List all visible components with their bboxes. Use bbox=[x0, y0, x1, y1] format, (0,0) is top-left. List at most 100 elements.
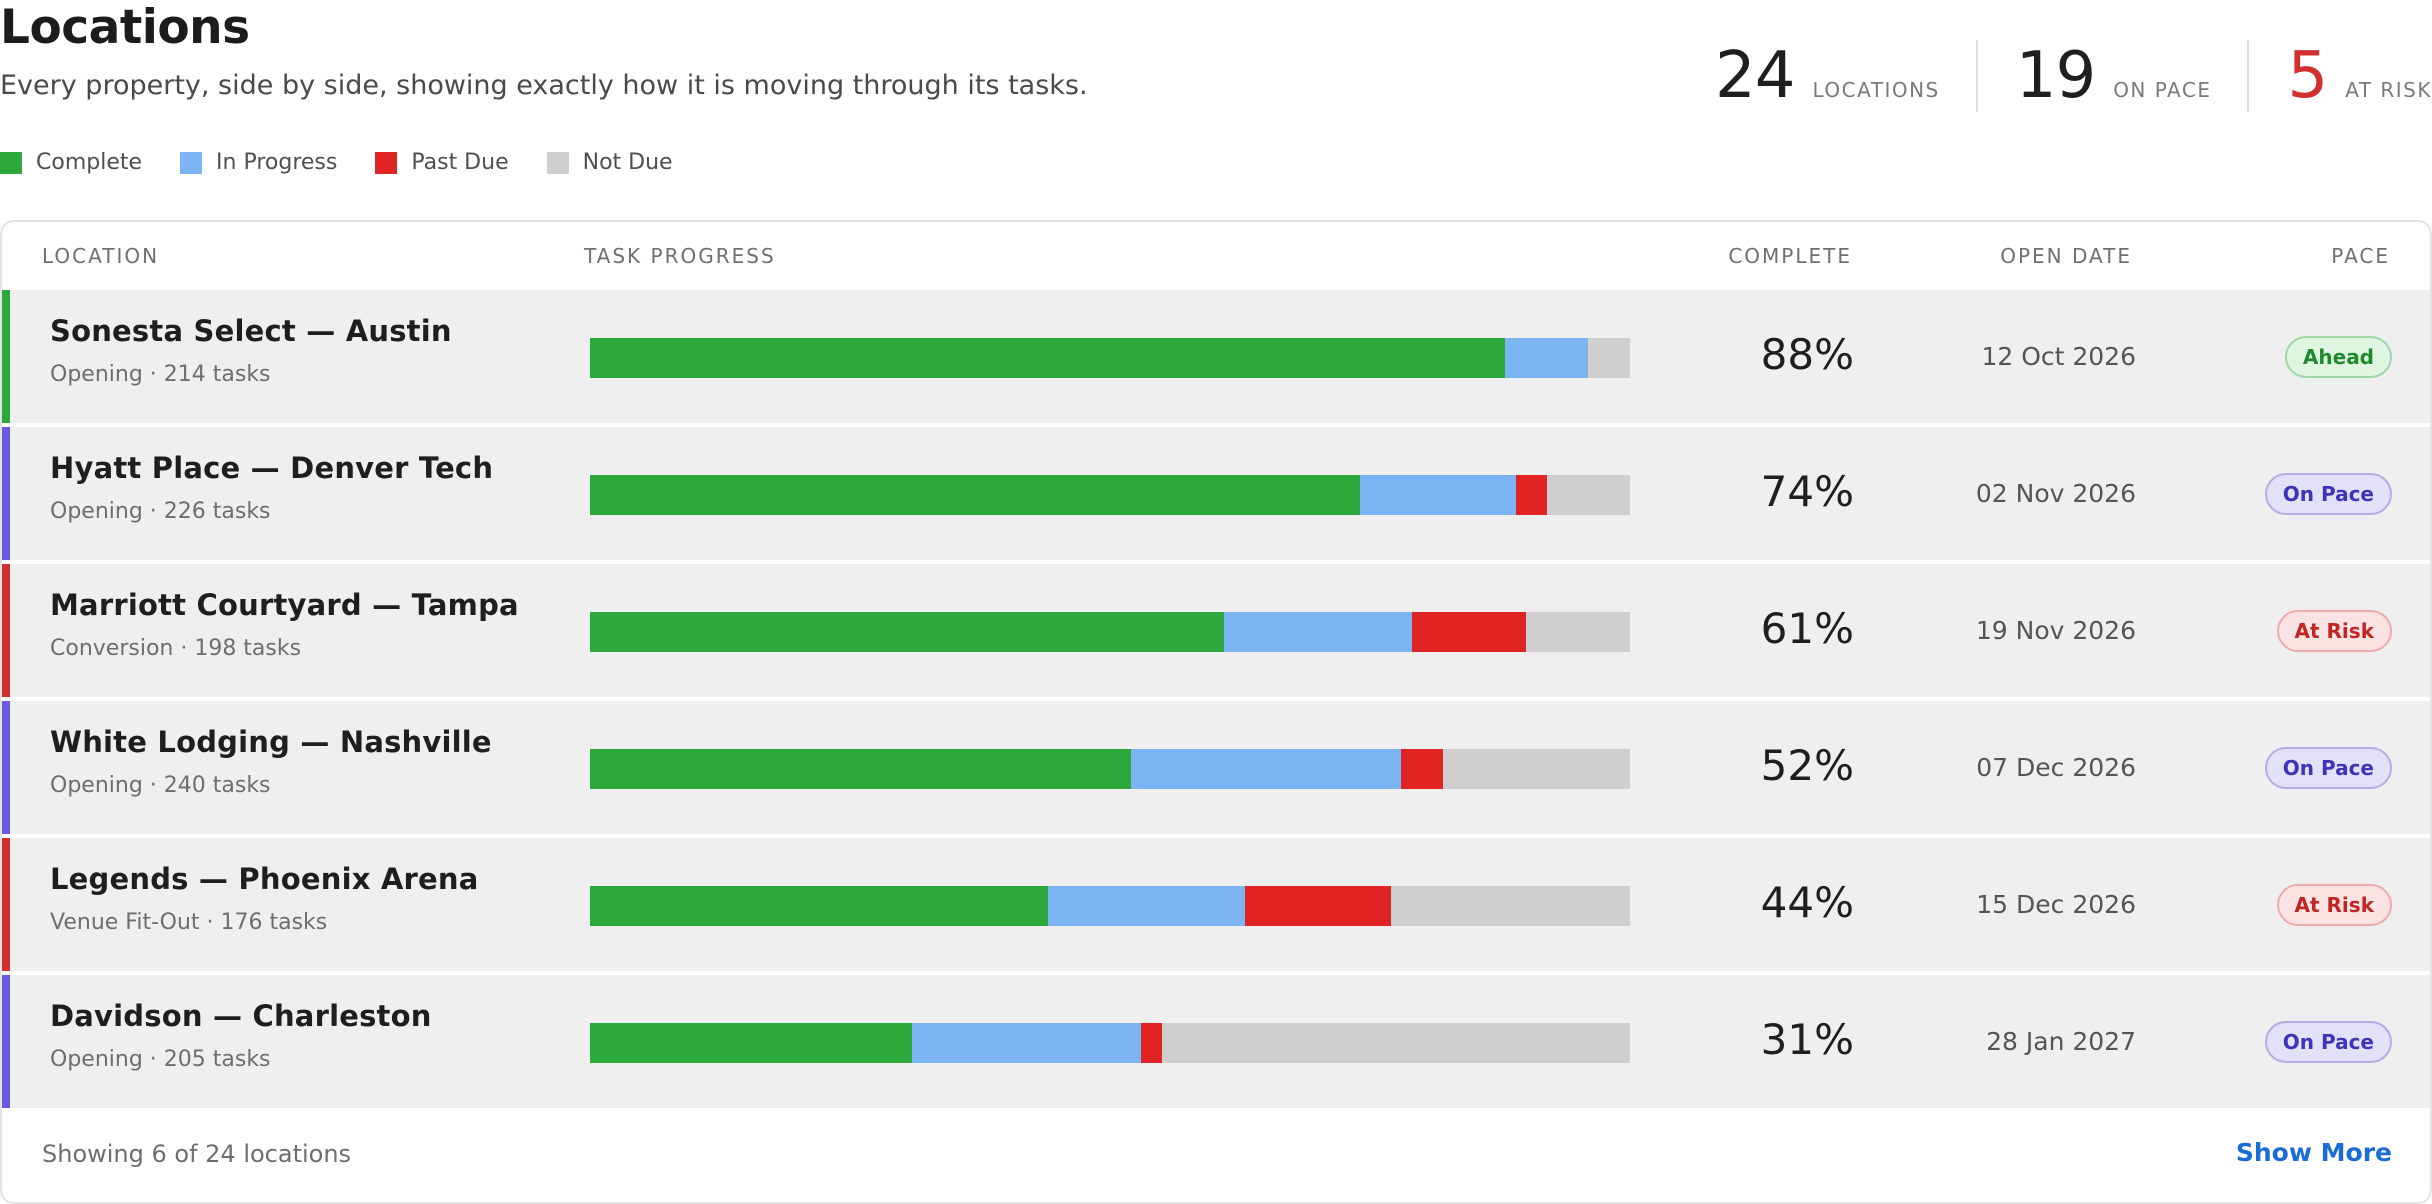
progress-segment-not-due bbox=[1161, 1023, 1630, 1063]
column-header-complete[interactable]: COMPLETE bbox=[1728, 244, 1852, 268]
legend-item-not-due: Not Due bbox=[546, 150, 673, 175]
stat-value: 19 bbox=[2015, 39, 2096, 113]
legend-item-past-due: Past Due bbox=[375, 150, 509, 175]
open-date: 19 Nov 2026 bbox=[1975, 616, 2136, 645]
legend-item-in-progress: In Progress bbox=[180, 150, 337, 175]
column-header-pace[interactable]: PACE bbox=[2331, 244, 2390, 268]
row-status-accent bbox=[2, 564, 10, 697]
legend-label: Complete bbox=[36, 150, 143, 175]
open-date: 02 Nov 2026 bbox=[1975, 479, 2136, 508]
column-header-location[interactable]: LOCATION bbox=[42, 244, 160, 268]
location-meta: Venue Fit-Out · 176 tasks bbox=[50, 910, 328, 935]
open-date: 12 Oct 2026 bbox=[1981, 342, 2136, 371]
progress-segment-in-progress bbox=[1047, 886, 1246, 926]
task-progress-bar bbox=[590, 612, 1630, 652]
stat-label: AT RISK bbox=[2345, 78, 2432, 102]
complete-percent: 52% bbox=[1760, 741, 1854, 790]
locations-table: LOCATION TASK PROGRESS COMPLETE OPEN DAT… bbox=[0, 220, 2432, 1204]
open-date: 07 Dec 2026 bbox=[1976, 753, 2136, 782]
column-header-open-date[interactable]: OPEN DATE bbox=[2000, 244, 2132, 268]
pace-badge: On Pace bbox=[2264, 1021, 2392, 1063]
progress-segment-not-due bbox=[1442, 749, 1630, 789]
table-row[interactable]: White Lodging — Nashville Opening · 240 t… bbox=[2, 701, 2430, 836]
progress-segment-complete bbox=[590, 1023, 913, 1063]
table-footer: Showing 6 of 24 locations Show More bbox=[2, 1112, 2430, 1202]
progress-segment-past-due bbox=[1515, 475, 1547, 515]
stat-on-pace: 19 ON PACE bbox=[1975, 39, 2212, 113]
pace-badge: Ahead bbox=[2284, 336, 2392, 378]
stat-label: ON PACE bbox=[2113, 78, 2212, 102]
pace-badge: At Risk bbox=[2276, 610, 2392, 652]
row-status-accent bbox=[2, 838, 10, 971]
pace-badge: At Risk bbox=[2276, 884, 2392, 926]
progress-segment-not-due bbox=[1390, 886, 1630, 926]
column-header-task-progress: TASK PROGRESS bbox=[584, 244, 776, 268]
progress-segment-in-progress bbox=[1224, 612, 1412, 652]
progress-segment-in-progress bbox=[1505, 338, 1589, 378]
legend: Complete In Progress Past Due Not Due bbox=[0, 150, 711, 175]
progress-segment-complete bbox=[590, 475, 1360, 515]
stat-value: 24 bbox=[1715, 39, 1795, 113]
legend-label: In Progress bbox=[216, 150, 338, 175]
location-meta: Opening · 214 tasks bbox=[50, 362, 271, 387]
complete-percent: 74% bbox=[1760, 467, 1854, 516]
page-title: Locations bbox=[0, 0, 250, 55]
progress-segment-not-due bbox=[1588, 338, 1630, 378]
table-row[interactable]: Hyatt Place — Denver Tech Opening · 226 t… bbox=[2, 427, 2430, 562]
progress-segment-complete bbox=[590, 338, 1506, 378]
progress-segment-in-progress bbox=[1359, 475, 1516, 515]
task-progress-bar bbox=[590, 886, 1630, 926]
legend-label: Not Due bbox=[582, 150, 673, 175]
progress-segment-in-progress bbox=[1130, 749, 1402, 789]
progress-segment-past-due bbox=[1245, 886, 1391, 926]
table-row[interactable]: Marriott Courtyard — Tampa Conversion · 1… bbox=[2, 564, 2430, 699]
legend-item-complete: Complete bbox=[0, 150, 142, 175]
pagination-status: Showing 6 of 24 locations bbox=[42, 1140, 352, 1168]
page-subtitle: Every property, side by side, showing ex… bbox=[0, 70, 1088, 101]
location-meta: Opening · 240 tasks bbox=[50, 773, 271, 798]
complete-percent: 61% bbox=[1760, 604, 1854, 653]
stat-locations: 24 LOCATIONS bbox=[1715, 40, 1940, 112]
legend-swatch bbox=[180, 151, 203, 174]
legend-swatch bbox=[375, 151, 398, 174]
complete-percent: 44% bbox=[1760, 878, 1854, 927]
table-row[interactable]: Sonesta Select — Austin Opening · 214 tas… bbox=[2, 290, 2430, 425]
table-header: LOCATION TASK PROGRESS COMPLETE OPEN DAT… bbox=[2, 222, 2430, 290]
location-name[interactable]: Marriott Courtyard — Tampa bbox=[50, 588, 519, 622]
progress-segment-not-due bbox=[1546, 475, 1630, 515]
location-meta: Opening · 205 tasks bbox=[50, 1047, 271, 1072]
progress-segment-past-due bbox=[1411, 612, 1526, 652]
location-name[interactable]: White Lodging — Nashville bbox=[50, 725, 492, 759]
complete-percent: 88% bbox=[1760, 330, 1854, 379]
progress-segment-in-progress bbox=[912, 1023, 1142, 1063]
legend-label: Past Due bbox=[411, 150, 509, 175]
complete-percent: 31% bbox=[1760, 1015, 1854, 1064]
location-name[interactable]: Legends — Phoenix Arena bbox=[50, 862, 479, 896]
pace-badge: On Pace bbox=[2264, 473, 2392, 515]
open-date: 15 Dec 2026 bbox=[1976, 890, 2136, 919]
location-name[interactable]: Davidson — Charleston bbox=[50, 999, 432, 1033]
task-progress-bar bbox=[590, 475, 1630, 515]
stat-value: 5 bbox=[2287, 39, 2328, 113]
progress-segment-not-due bbox=[1525, 612, 1630, 652]
pace-badge: On Pace bbox=[2264, 747, 2392, 789]
stat-at-risk: 5 AT RISK bbox=[2247, 40, 2432, 112]
row-status-accent bbox=[2, 290, 10, 423]
table-row[interactable]: Legends — Phoenix Arena Venue Fit-Out · 1… bbox=[2, 838, 2430, 973]
location-meta: Opening · 226 tasks bbox=[50, 499, 271, 524]
location-name[interactable]: Hyatt Place — Denver Tech bbox=[50, 451, 494, 485]
summary-stats: 24 LOCATIONS 19 ON PACE 5 AT RISK bbox=[1715, 36, 2432, 116]
task-progress-bar bbox=[590, 338, 1630, 378]
location-name[interactable]: Sonesta Select — Austin bbox=[50, 314, 452, 348]
show-more-link[interactable]: Show More bbox=[2235, 1138, 2392, 1167]
progress-segment-complete bbox=[590, 886, 1048, 926]
task-progress-bar bbox=[590, 1023, 1630, 1063]
open-date: 28 Jan 2027 bbox=[1986, 1027, 2136, 1056]
progress-segment-past-due bbox=[1401, 749, 1443, 789]
legend-swatch bbox=[546, 151, 569, 174]
table-row[interactable]: Davidson — Charleston Opening · 205 tasks… bbox=[2, 975, 2430, 1110]
row-status-accent bbox=[2, 427, 10, 560]
stat-label: LOCATIONS bbox=[1812, 78, 1940, 102]
progress-segment-complete bbox=[590, 749, 1131, 789]
task-progress-bar bbox=[590, 749, 1630, 789]
